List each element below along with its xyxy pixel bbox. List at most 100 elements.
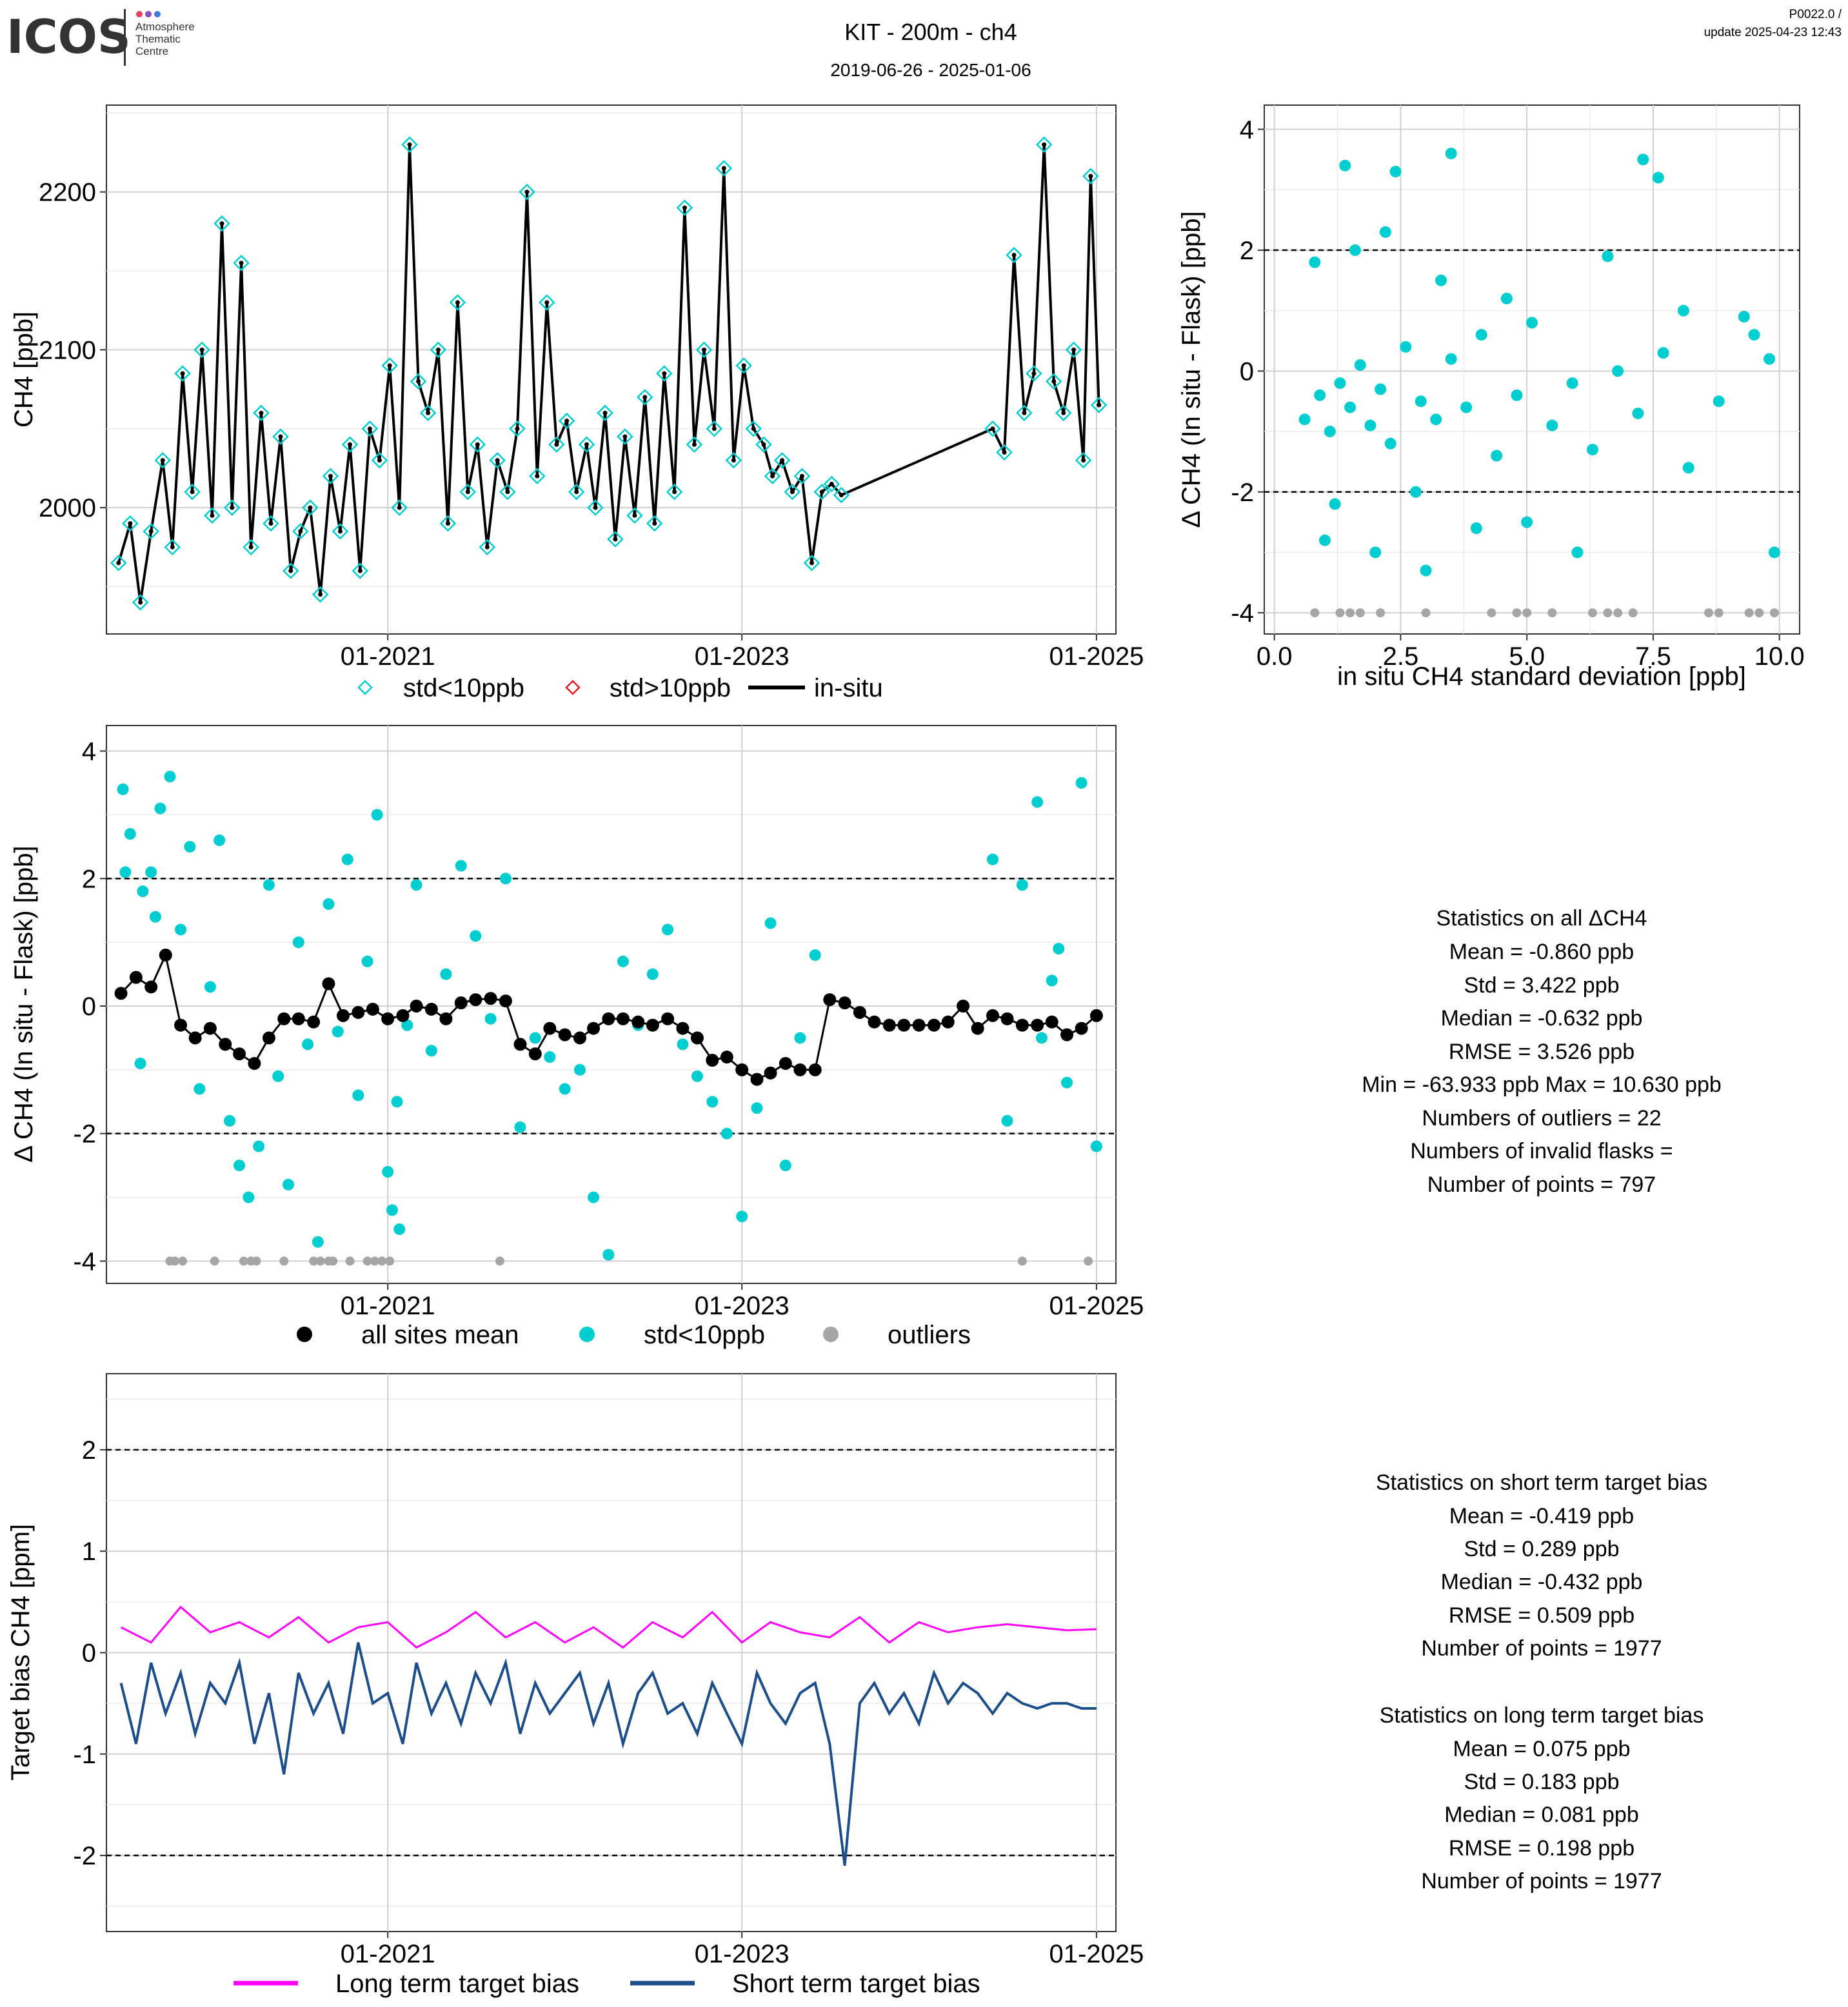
x-tick-label: 01-2023 (695, 1940, 790, 1968)
mean-point (1089, 1009, 1103, 1022)
x-tick-label: 01-2021 (341, 1940, 435, 1968)
delta-point (312, 1236, 324, 1248)
y-tick-label: 0 (82, 1639, 96, 1668)
delta-point (1001, 1114, 1013, 1127)
insitu-point (199, 347, 204, 352)
insitu-point (397, 505, 402, 510)
target-bias-panel: 01-2021 01-2023 01-2025 -2 -1 0 1 2 Target bias… (6, 1373, 1144, 1998)
scatter-point (1389, 166, 1402, 178)
mean-point (1045, 1015, 1058, 1029)
insitu-point (128, 521, 133, 526)
x-tick-label: 5.0 (1509, 642, 1545, 671)
flask-point (833, 486, 850, 504)
flask-point (519, 183, 535, 201)
delta-point (484, 1013, 497, 1025)
delta-point (809, 949, 821, 961)
delta-point (440, 968, 452, 980)
timeseries-panel: 01-2021 01-2023 01-2025 2000 2100 2200 CH4 [p… (10, 104, 1144, 702)
flask-point (1026, 365, 1042, 382)
insitu-point (348, 442, 353, 447)
insitu-point (465, 489, 470, 495)
y-tick-label: -4 (1231, 599, 1254, 628)
mean-point (720, 1051, 733, 1064)
flask-point (607, 531, 624, 548)
flask-point (243, 539, 259, 556)
flask-point (568, 483, 585, 500)
mean-point (1060, 1028, 1074, 1042)
insitu-point (377, 458, 382, 463)
flask-point (214, 215, 230, 232)
flask-point (401, 136, 418, 153)
delta-point (401, 1019, 413, 1031)
flask-point (597, 404, 613, 422)
mean-point (262, 1031, 275, 1045)
insitu-point (435, 347, 441, 352)
delta-point (391, 1096, 403, 1108)
insitu-point (387, 363, 392, 368)
scatter-point (1491, 450, 1503, 462)
scatter-point (1409, 486, 1422, 498)
mean-point (248, 1056, 261, 1070)
scatter-point (1314, 389, 1326, 401)
scatter-point (1652, 172, 1664, 184)
stats-long-line: Mean = 0.075 ppb (1453, 1737, 1630, 1761)
mean-point (971, 1022, 984, 1035)
logo-text: ICOS (6, 10, 131, 64)
flask-point (735, 357, 752, 374)
mean-point (573, 1031, 586, 1045)
y-tick-label: 2 (82, 1436, 96, 1465)
delta-point (1061, 1076, 1073, 1089)
mean-point (484, 992, 497, 1005)
scatter-point (1445, 147, 1457, 159)
insitu-point (829, 481, 834, 486)
delta-point (371, 809, 383, 821)
y-tick-label: 4 (82, 738, 96, 766)
mean-point (439, 1012, 453, 1025)
insitu-point (230, 505, 235, 510)
insitu-point (602, 410, 608, 415)
outlier-point (377, 1256, 387, 1266)
scatter-std-ticks: 0.0 2.5 5.0 7.5 10.0 -4 -2 0 2 4 (1231, 115, 1804, 671)
scatter-point (1586, 444, 1598, 456)
insitu-point (819, 489, 824, 495)
version-label: P0022.0 / (1789, 8, 1842, 21)
flask-point (302, 499, 319, 516)
delta-point (341, 853, 353, 865)
stats-all-line: Numbers of invalid flasks = (1410, 1139, 1673, 1163)
logo-divider (124, 9, 126, 66)
insitu-point (1088, 173, 1093, 179)
insitu-point (495, 458, 500, 463)
outlier-point (1310, 608, 1320, 618)
flask-point (773, 451, 791, 469)
insitu-point (721, 166, 726, 171)
insitu-point (298, 529, 303, 534)
scatter-point (1526, 317, 1538, 329)
legend-short: Short term target bias (732, 1970, 980, 1998)
delta-point (253, 1140, 265, 1152)
flask-point (122, 515, 139, 532)
y-tick-label: -2 (73, 1120, 96, 1149)
insitu-point (210, 513, 215, 518)
legend-mean-icon (297, 1327, 312, 1342)
scatter-point (1521, 516, 1533, 528)
stats-all-line: Std = 3.422 ppb (1464, 973, 1619, 998)
outlier-point (1522, 608, 1532, 618)
delta-point (736, 1211, 748, 1223)
scatter-point (1334, 377, 1346, 390)
flask-point (479, 539, 496, 556)
delta-point (544, 1051, 556, 1063)
stats-short-line: Number of points = 1977 (1421, 1636, 1662, 1661)
outlier-point (1421, 608, 1431, 618)
x-tick-label: 01-2021 (341, 642, 435, 671)
insitu-point (248, 544, 253, 549)
scatter-point (1764, 353, 1776, 365)
flask-point (233, 255, 250, 272)
scatter-point (1511, 389, 1523, 401)
delta-point (332, 1025, 344, 1038)
scatter-point (1460, 401, 1473, 413)
insitu-point (751, 426, 756, 431)
flask-point (996, 444, 1013, 461)
flask-point (361, 420, 379, 437)
y-tick-label: 2 (1240, 237, 1254, 265)
flask-point (332, 523, 349, 540)
